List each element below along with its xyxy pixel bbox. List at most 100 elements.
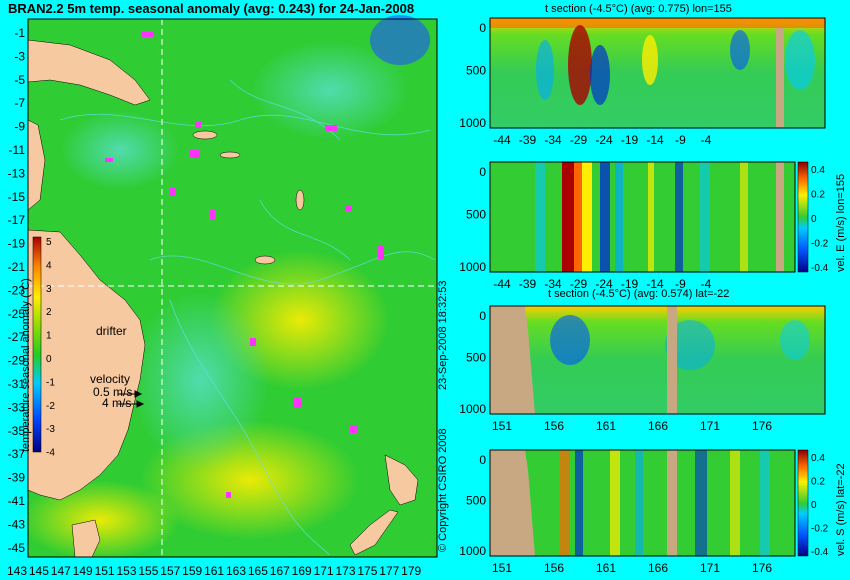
map-x-tick: 155: [138, 564, 158, 578]
map-x-tick: 171: [314, 564, 334, 578]
lon-tick: 166: [648, 419, 668, 433]
velocity-colorbar-tick: -0.4: [811, 547, 829, 558]
depth-tick: 1000: [459, 116, 486, 130]
map-x-tick: 161: [204, 564, 224, 578]
map-x-tick: 177: [379, 564, 399, 578]
map-y-tick: -5: [14, 73, 25, 87]
lon-tick: 166: [648, 561, 668, 575]
map-colorbar-tick: 5: [46, 237, 52, 248]
map-y-tick: -41: [8, 494, 26, 508]
map-y-tick: -7: [14, 96, 25, 110]
map-y-tick: -31: [8, 377, 26, 391]
lon-tick: 176: [752, 419, 772, 433]
map-x-tick: 151: [95, 564, 115, 578]
section1-panel: [489, 17, 826, 129]
depth-tick: 0: [479, 453, 486, 467]
drifter-markers: [105, 32, 384, 498]
map-y-tick: -35: [8, 424, 26, 438]
anomaly-map: -1-3-5-7-9-11-13-15-17-19-21-23-25-27-29…: [7, 15, 438, 578]
map-y-tick: -29: [8, 354, 26, 368]
map-y-tick: -11: [9, 143, 26, 157]
map-colorbar-ticks: 5 4 3 2 1 0 -1 -2 -3 -4: [46, 237, 55, 459]
map-y-tick: -23: [8, 283, 26, 297]
lon-tick: 176: [752, 561, 772, 575]
depth-tick: 1000: [459, 260, 486, 274]
velocity-label: velocity: [90, 372, 131, 386]
map-y-tick: -39: [8, 471, 26, 485]
map-x-tick: 173: [335, 564, 355, 578]
map-y-tick: -43: [8, 517, 26, 531]
depth-tick: 0: [479, 21, 486, 35]
depth-tick: 0: [479, 165, 486, 179]
lat-tick: -34: [544, 133, 562, 147]
lon-tick: 161: [596, 419, 616, 433]
map-colorbar-tick: -2: [46, 401, 55, 412]
velocity-colorbar-tick: 0.2: [811, 477, 825, 488]
lat-tick: -9: [675, 277, 686, 291]
map-x-tick: 143: [7, 564, 27, 578]
map-x-tick: 175: [357, 564, 377, 578]
map-colorbar-tick: -4: [46, 448, 55, 459]
map-colorbar-tick: -1: [46, 377, 55, 388]
lat-tick: -29: [570, 277, 588, 291]
map-colorbar-label: temperature seasonal anomaly (°C): [20, 278, 32, 452]
map-x-tick: 169: [292, 564, 312, 578]
map-colorbar-tick: -3: [46, 424, 55, 435]
lat-tick: -39: [519, 133, 537, 147]
lat-tick: -14: [646, 277, 664, 291]
map-colorbar-tick: 4: [46, 260, 52, 271]
lon-tick: 151: [492, 419, 512, 433]
depth-tick: 1000: [459, 402, 486, 416]
drifter-label: drifter: [96, 324, 127, 338]
depth-tick: 500: [466, 63, 486, 77]
lat-tick: -24: [595, 133, 613, 147]
velocity-arrows: [118, 390, 145, 408]
map-x-tick: 145: [29, 564, 49, 578]
lon-tick: 156: [544, 419, 564, 433]
depth-tick: 500: [466, 493, 486, 507]
map-x-tick: 165: [248, 564, 268, 578]
section-panels: 0 500 1000 -44 -39 -34 -29 -24 -19 -14 -9 -4 0 500 100…: [459, 17, 829, 575]
land-new-zealand: [349, 454, 419, 556]
section-tick-labels: 0 500 1000 -44 -39 -34 -29 -24 -19 -14 -9 -4 0 500 100…: [459, 21, 828, 575]
map-x-tick: 179: [401, 564, 421, 578]
map-y-tick: -21: [8, 260, 26, 274]
map-x-tick: 167: [270, 564, 290, 578]
map-y-tick: -19: [8, 237, 26, 251]
lon-tick: 171: [700, 419, 720, 433]
section2-colorbar: [797, 161, 809, 273]
land-tasmania: [71, 519, 101, 558]
velocity-colorbar-tick: 0: [811, 214, 817, 225]
map-colorbar-tick: 0: [46, 354, 52, 365]
islands: [192, 130, 305, 265]
map-y-ticks: -1 -3 -5 -7 -9 -11 -13 -15 -17 -19 -21 -23 -25 -27 -29…: [8, 26, 26, 555]
depth-tick: 1000: [459, 544, 486, 558]
section4-colorbar: [797, 449, 809, 557]
map-y-tick: -15: [8, 190, 26, 204]
map-y-tick: -45: [8, 541, 26, 555]
map-x-tick: 159: [182, 564, 202, 578]
section3-panel: [489, 305, 826, 415]
map-x-tick: 153: [116, 564, 136, 578]
velocity-colorbar-tick: -0.2: [811, 524, 829, 535]
lat-tick: -29: [570, 133, 588, 147]
lat-tick: -44: [493, 277, 511, 291]
map-x-tick: 157: [160, 564, 180, 578]
map-y-tick: -37: [8, 447, 26, 461]
section4-panel: [489, 449, 809, 557]
map-y-tick: -13: [8, 166, 26, 180]
lat-tick: -39: [519, 277, 537, 291]
lat-tick: -19: [621, 133, 639, 147]
lat-tick: -14: [646, 133, 664, 147]
map-x-tick: 163: [226, 564, 246, 578]
map-x-ticks: 143 145 147 149 151 153 155 157 159 161 163 165 167 1…: [7, 564, 422, 578]
section4-colorbar-label: vel. S (m/s) lat=-22: [835, 463, 847, 556]
map-y-tick: -25: [8, 307, 26, 321]
section3-title: t section (-4.5°C) (avg: 0.574) lat=-22: [548, 288, 730, 300]
map-colorbar: [32, 236, 42, 453]
lat-tick: -34: [544, 277, 562, 291]
map-y-tick: -33: [8, 400, 26, 414]
section2-colorbar-label: vel. E (m/s) lon=155: [835, 173, 847, 272]
velocity-colorbar-tick: 0.4: [811, 165, 825, 176]
section1-title: t section (-4.5°C) (avg: 0.775) lon=155: [545, 3, 732, 15]
